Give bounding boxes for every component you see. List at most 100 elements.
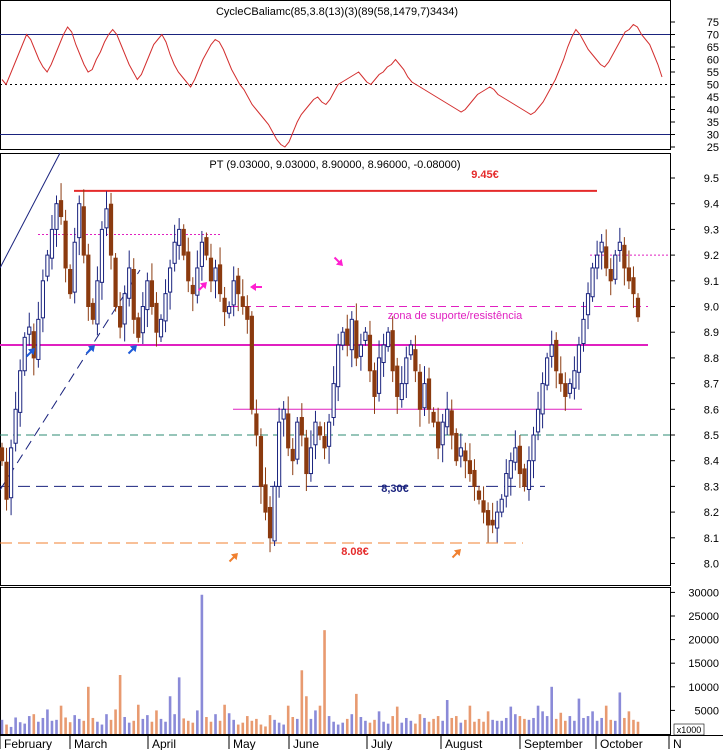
candle-body xyxy=(240,296,245,308)
candle-body xyxy=(622,244,627,269)
candle-body xyxy=(272,485,277,542)
cycle-tick-label: 60 xyxy=(707,55,719,67)
price-tick-label: 8.2 xyxy=(704,507,719,519)
price-tick-label: 9.0 xyxy=(704,302,719,314)
volume-bar xyxy=(268,715,272,734)
candle-body xyxy=(31,331,36,359)
volume-bar xyxy=(236,724,240,734)
volume-bar xyxy=(250,720,254,734)
volume-bar xyxy=(386,723,390,734)
price-panel-frame xyxy=(0,153,671,586)
candle-body xyxy=(345,328,350,346)
candle-body xyxy=(208,257,214,282)
month-label: June xyxy=(293,737,319,750)
candle-body xyxy=(0,447,5,462)
candle-body xyxy=(445,408,450,428)
horizontal-levels xyxy=(0,189,670,544)
volume-bar xyxy=(514,714,517,734)
candle-body xyxy=(504,473,509,497)
volume-bar xyxy=(305,696,308,734)
candle-body xyxy=(399,383,404,401)
candle-body xyxy=(95,280,100,325)
volume-bar xyxy=(123,717,126,734)
cycle-tick-label: 45 xyxy=(707,92,719,104)
volume-bar xyxy=(314,710,317,734)
magenta-arrow-icon xyxy=(333,256,343,266)
price-tick-label: 8.5 xyxy=(704,430,719,442)
volume-bar xyxy=(241,722,245,734)
candle-body xyxy=(426,378,432,410)
low-808-label: 8.08€ xyxy=(341,546,369,558)
candle-body xyxy=(127,267,132,299)
candle-body xyxy=(113,257,118,307)
candle-body xyxy=(531,434,536,462)
volume-bar xyxy=(414,723,417,734)
volume-bar xyxy=(423,717,426,734)
volume-bar xyxy=(214,714,217,734)
volume-bar xyxy=(454,716,458,734)
volume-bar xyxy=(636,721,640,734)
volume-tick-label: 30000 xyxy=(688,587,719,599)
volume-bar xyxy=(136,704,140,734)
candle-body xyxy=(354,320,359,359)
volume-tick-label: 5000 xyxy=(695,705,719,717)
price-axis-ticks: 9.5 9.4 9.3 9.2 9.1 9.0 8.9 8.8 8.7 8.6 8.5 8.4 8.3 8… xyxy=(670,173,719,571)
volume-bar xyxy=(632,719,635,734)
volume-tick-label: 10000 xyxy=(688,682,719,694)
price-tick-label: 9.5 xyxy=(704,173,719,185)
volume-bar xyxy=(150,721,154,734)
volume-bar xyxy=(473,721,476,734)
candle-body xyxy=(104,208,109,229)
candle-body xyxy=(436,421,441,449)
candle-body xyxy=(567,383,572,394)
candle-body xyxy=(136,317,141,338)
candle-body xyxy=(313,421,318,446)
candle-body xyxy=(163,293,168,322)
price-panel-header: PT (9.03000, 9.03000, 8.90000, 8.96000, … xyxy=(209,159,460,171)
volume-bar xyxy=(209,721,213,734)
candle-body xyxy=(635,297,641,318)
volume-bar xyxy=(459,722,463,734)
candle-body xyxy=(422,383,427,409)
volume-bar xyxy=(427,721,431,734)
candle-body xyxy=(222,297,227,313)
candle-body xyxy=(4,461,9,500)
volume-bar xyxy=(341,722,345,734)
volume-bar xyxy=(518,716,522,734)
candle-body xyxy=(472,469,477,487)
volume-bar xyxy=(218,720,222,734)
volume-bar xyxy=(300,670,304,734)
volume-bar xyxy=(491,719,494,734)
volume-bar xyxy=(223,704,226,734)
price-tick-label: 9.2 xyxy=(704,250,719,262)
candle-body xyxy=(613,254,618,280)
blue-arrow-icon xyxy=(85,345,95,355)
candle-body xyxy=(376,357,382,394)
price-tick-label: 8.9 xyxy=(704,327,719,339)
cycle-panel-frame xyxy=(0,0,671,150)
candle-body xyxy=(626,267,632,282)
volume-bar xyxy=(332,721,335,734)
candle-body xyxy=(99,228,105,283)
candle-body xyxy=(535,408,541,433)
candle-body xyxy=(390,330,395,372)
upper-trend-line xyxy=(0,152,61,269)
level-830-label: 8,30€ xyxy=(381,483,409,495)
volume-bar xyxy=(182,718,186,734)
volume-bar xyxy=(345,718,349,734)
volume-bar xyxy=(391,716,394,734)
volume-bar xyxy=(373,719,376,734)
candle-body xyxy=(590,267,595,298)
candle-body xyxy=(58,200,64,218)
candle-body xyxy=(617,241,622,251)
candle-body xyxy=(77,203,82,239)
candle-body xyxy=(81,206,86,256)
volume-bars xyxy=(0,594,640,734)
volume-bar xyxy=(96,721,99,734)
candle-body xyxy=(18,370,23,413)
volume-bar xyxy=(205,717,208,734)
candle-body xyxy=(290,448,295,462)
candle-body xyxy=(22,336,27,372)
volume-bar xyxy=(559,712,563,734)
month-label: March xyxy=(74,737,107,750)
